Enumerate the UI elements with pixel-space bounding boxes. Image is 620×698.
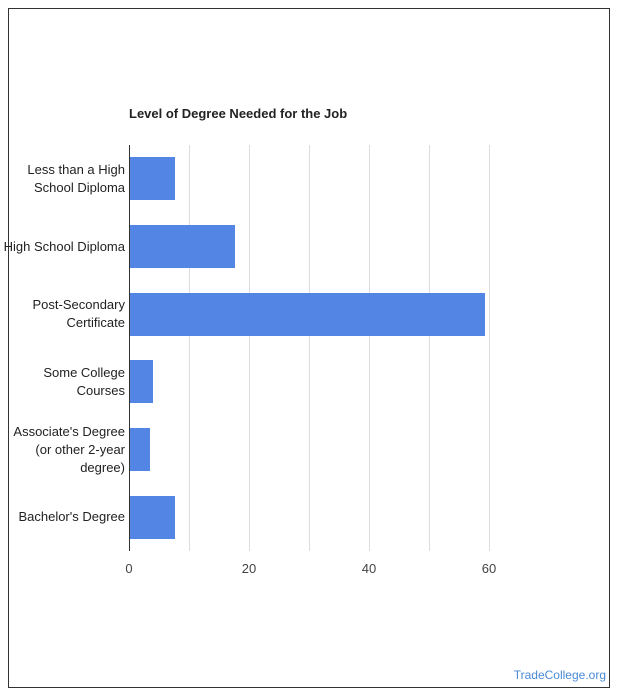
x-tick-label: 60 — [481, 561, 497, 576]
grid-line — [489, 145, 490, 551]
grid-line — [369, 145, 370, 551]
grid-line — [189, 145, 190, 551]
grid-line — [429, 145, 430, 551]
chart-title: Level of Degree Needed for the Job — [129, 106, 348, 121]
bar — [129, 292, 485, 336]
frame — [8, 8, 610, 688]
bar — [129, 428, 150, 471]
grid-line — [309, 145, 310, 551]
footer-link[interactable]: TradeCollege.org — [513, 668, 606, 682]
category-label: Less than a High School Diploma — [27, 161, 125, 195]
x-tick-label: 40 — [361, 561, 377, 576]
category-label: High School Diploma — [3, 238, 125, 254]
x-tick-label: 20 — [241, 561, 257, 576]
category-label: Some College Courses — [43, 364, 125, 398]
y-axis-line — [129, 145, 130, 551]
grid-line — [249, 145, 250, 551]
x-tick-label: 0 — [125, 561, 133, 576]
bar — [129, 225, 236, 268]
category-label: Associate's Degree (or other 2-year degr… — [13, 423, 125, 475]
category-label: Post-Secondary Certificate — [32, 297, 126, 331]
bar — [129, 157, 176, 201]
bar — [129, 360, 153, 404]
category-label: Bachelor's Degree — [18, 509, 125, 525]
bar — [129, 495, 176, 539]
